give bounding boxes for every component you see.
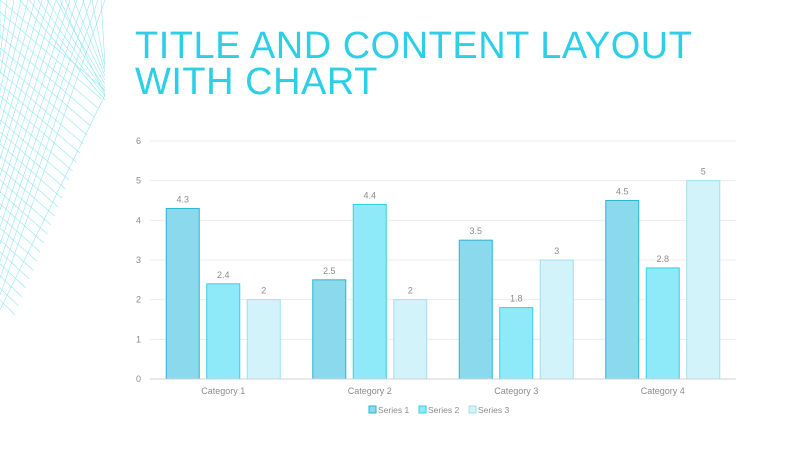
category-label: Category 1 [201, 386, 245, 396]
data-label: 2 [261, 286, 266, 296]
data-label: 4.5 [616, 187, 629, 197]
legend-label: Series 3 [478, 405, 509, 415]
wireframe-decoration [0, 0, 106, 316]
bar-series-3-category-2 [393, 299, 428, 380]
y-tick-label: 2 [136, 295, 141, 305]
legend-swatch [418, 405, 427, 414]
data-label: 2.4 [217, 270, 230, 280]
slide-title-line-2: WITH CHART [135, 61, 378, 103]
x-axis: Category 1 Category 2 Category 3 Category 4 [150, 378, 736, 396]
y-tick-label: 5 [136, 176, 141, 186]
data-label: 2.5 [323, 266, 336, 276]
legend-item-series-3: Series 3 [468, 405, 509, 415]
chart-legend: Series 1 Series 2 Series 3 [368, 405, 509, 415]
data-label: 3.5 [469, 226, 482, 236]
y-axis: 0 1 2 3 4 5 6 [136, 136, 141, 384]
category-label: Category 4 [641, 386, 685, 396]
y-tick-label: 6 [136, 136, 141, 146]
data-label: 2.8 [656, 254, 669, 264]
legend-label: Series 1 [378, 405, 409, 415]
data-label: 1.8 [510, 294, 523, 304]
bar-series-2-category-2 [352, 203, 387, 380]
bar-series-3-category-4 [686, 180, 721, 380]
bar-series-1-category-1 [165, 207, 200, 380]
legend-item-series-2: Series 2 [418, 405, 459, 415]
slide-title-line-1: TITLE AND CONTENT LAYOUT [135, 25, 693, 67]
y-tick-label: 0 [136, 374, 141, 384]
data-label: 5 [701, 167, 706, 177]
legend-swatch [468, 405, 477, 414]
y-tick-label: 1 [136, 334, 141, 344]
data-label: 4.4 [363, 190, 376, 200]
legend-label: Series 2 [428, 405, 459, 415]
bar-series-2-category-1 [206, 283, 241, 380]
data-label: 3 [554, 246, 559, 256]
data-label: 4.3 [176, 194, 189, 204]
slide-title: TITLE AND CONTENT LAYOUT WITH CHART [135, 25, 755, 103]
bar-series-1-category-3 [458, 239, 493, 380]
bar-series-2-category-4 [645, 267, 680, 380]
bar-series-1-category-2 [312, 279, 347, 380]
bar-series-1-category-4 [605, 200, 640, 380]
bar-series-3-category-3 [539, 259, 574, 380]
bar-series-2-category-3 [499, 307, 534, 380]
y-tick-label: 4 [136, 215, 141, 225]
bar-series-3-category-1 [246, 299, 281, 380]
chart-data-labels: 4.3 2.4 2 2.5 4.4 2 3.5 1.8 3 4.5 2.8 5 [176, 167, 705, 304]
data-label: 2 [408, 286, 413, 296]
chart-bars [165, 180, 721, 380]
legend-swatch [368, 405, 377, 414]
legend-item-series-1: Series 1 [368, 405, 409, 415]
category-label: Category 3 [494, 386, 538, 396]
y-tick-label: 3 [136, 255, 141, 265]
category-label: Category 2 [348, 386, 392, 396]
